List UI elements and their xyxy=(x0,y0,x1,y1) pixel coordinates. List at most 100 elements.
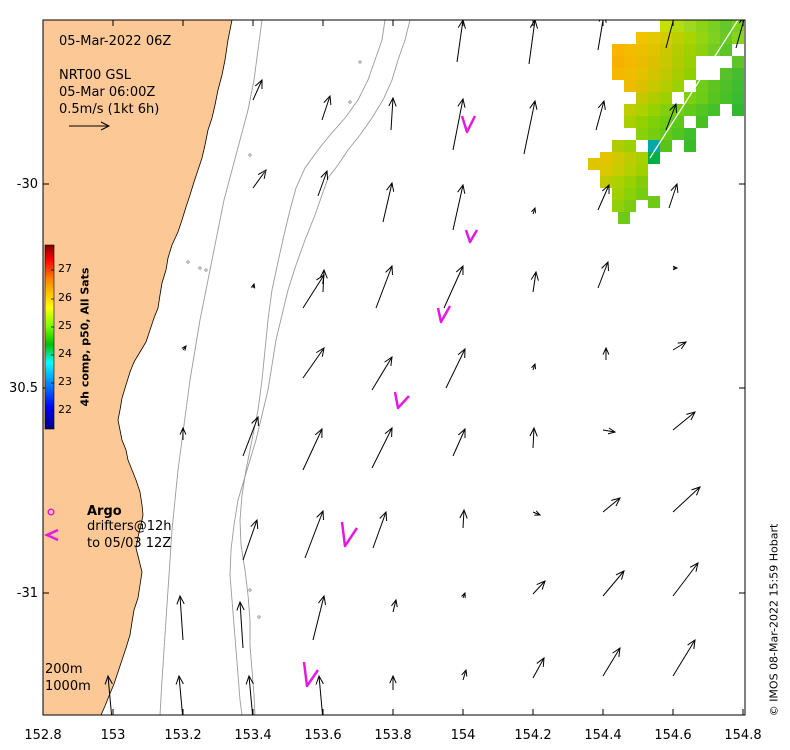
sst-cell xyxy=(636,104,648,116)
sst-cell xyxy=(684,20,696,32)
current-arrow xyxy=(672,411,696,431)
island-speck xyxy=(257,615,261,619)
drifter-track xyxy=(460,115,477,134)
sst-cell xyxy=(624,56,636,68)
sst-cell xyxy=(672,44,684,56)
sst-cell xyxy=(648,140,660,152)
sst-cell xyxy=(624,188,636,200)
sst-cell xyxy=(624,140,636,152)
sst-cell xyxy=(696,44,708,56)
island-speck xyxy=(186,260,190,264)
sst-cell xyxy=(636,188,648,200)
drifters-period: to 05/03 12Z xyxy=(87,536,172,551)
drifter-track xyxy=(436,305,452,324)
current-arrows xyxy=(104,20,745,715)
sst-cell xyxy=(612,200,624,212)
current-arrow xyxy=(452,97,466,151)
sst-cell xyxy=(720,92,732,104)
sst-cell xyxy=(732,56,744,68)
current-arrow xyxy=(302,427,323,471)
current-arrow xyxy=(461,591,466,599)
sst-cell xyxy=(612,176,624,188)
credit-text: © IMOS 08-Mar-2022 15:59 Hobart xyxy=(767,523,781,717)
sst-cell xyxy=(588,158,600,170)
y-tick-label: -30 xyxy=(16,177,38,192)
current-arrow xyxy=(104,674,113,715)
x-tick-label: 154 xyxy=(450,728,476,743)
current-arrow xyxy=(242,415,259,457)
colorbar-tick-24: 24 xyxy=(58,347,72,360)
isobath-shelf xyxy=(159,20,263,715)
sst-cell xyxy=(696,104,708,116)
sst-cell xyxy=(660,80,672,92)
current-arrow xyxy=(595,99,606,131)
sst-cell xyxy=(624,176,636,188)
current-arrow xyxy=(175,674,184,715)
map-datetime: 05-Mar-2022 06Z xyxy=(59,34,172,49)
island-speck xyxy=(204,268,208,272)
current-arrow xyxy=(602,646,621,677)
current-arrow xyxy=(445,347,466,389)
sst-cell xyxy=(660,116,672,128)
sst-cell xyxy=(648,152,660,164)
sst-cell xyxy=(684,128,696,140)
sst-cell xyxy=(624,68,636,80)
sst-cell xyxy=(708,20,720,32)
sst-cell xyxy=(636,44,648,56)
sst-cell xyxy=(636,116,648,128)
sst-cell xyxy=(648,44,660,56)
drifters-label: drifters@12h xyxy=(87,519,172,534)
colorbar xyxy=(44,244,55,430)
current-arrow xyxy=(602,346,610,360)
current-arrow xyxy=(459,508,468,529)
sst-cell xyxy=(708,80,720,92)
x-tick-label: 154.8 xyxy=(724,728,762,743)
current-arrow xyxy=(531,362,537,371)
sst-cell xyxy=(636,80,648,92)
drifter-legend-marker xyxy=(43,528,59,542)
current-arrow xyxy=(532,510,542,516)
current-arrow xyxy=(443,264,464,309)
current-arrow xyxy=(532,580,546,595)
product-name: NRT00 GSL xyxy=(59,68,131,83)
sst-cell xyxy=(636,152,648,164)
sst-cell xyxy=(660,20,672,32)
current-arrow xyxy=(315,674,324,715)
sst-cell xyxy=(672,20,684,32)
sst-cell xyxy=(612,188,624,200)
sst-cell xyxy=(684,104,696,116)
sst-cell xyxy=(624,80,636,92)
current-arrow xyxy=(252,78,263,101)
current-arrow xyxy=(304,509,324,559)
current-arrow xyxy=(312,594,327,641)
current-arrow xyxy=(236,600,245,649)
sst-cell xyxy=(624,152,636,164)
sst-cell xyxy=(660,92,672,104)
colorbar-tick-22: 22 xyxy=(58,403,72,416)
island-speck xyxy=(358,60,362,64)
sst-cell xyxy=(720,80,732,92)
sst-cell xyxy=(696,80,708,92)
sst-cell xyxy=(672,128,684,140)
x-tick-label: 153.4 xyxy=(234,728,272,743)
colorbar-tick-25: 25 xyxy=(58,319,72,332)
sst-swath-edge xyxy=(649,20,739,159)
sst-cell xyxy=(732,68,744,80)
current-arrow xyxy=(672,265,679,271)
sst-cell xyxy=(696,20,708,32)
sst-cell xyxy=(696,92,708,104)
x-tick-label: 153.2 xyxy=(164,728,202,743)
sst-cell xyxy=(648,104,660,116)
sst-cell xyxy=(612,140,624,152)
x-axis-ticks xyxy=(42,20,744,715)
sst-cell xyxy=(636,164,648,176)
sst-cell xyxy=(684,32,696,44)
sst-cell xyxy=(612,56,624,68)
current-arrow xyxy=(371,426,393,469)
current-arrow xyxy=(461,668,468,681)
sst-cell xyxy=(648,80,660,92)
current-arrow xyxy=(372,510,388,549)
sst-cell xyxy=(636,92,648,104)
current-arrow xyxy=(375,264,394,309)
sst-cell xyxy=(684,44,696,56)
